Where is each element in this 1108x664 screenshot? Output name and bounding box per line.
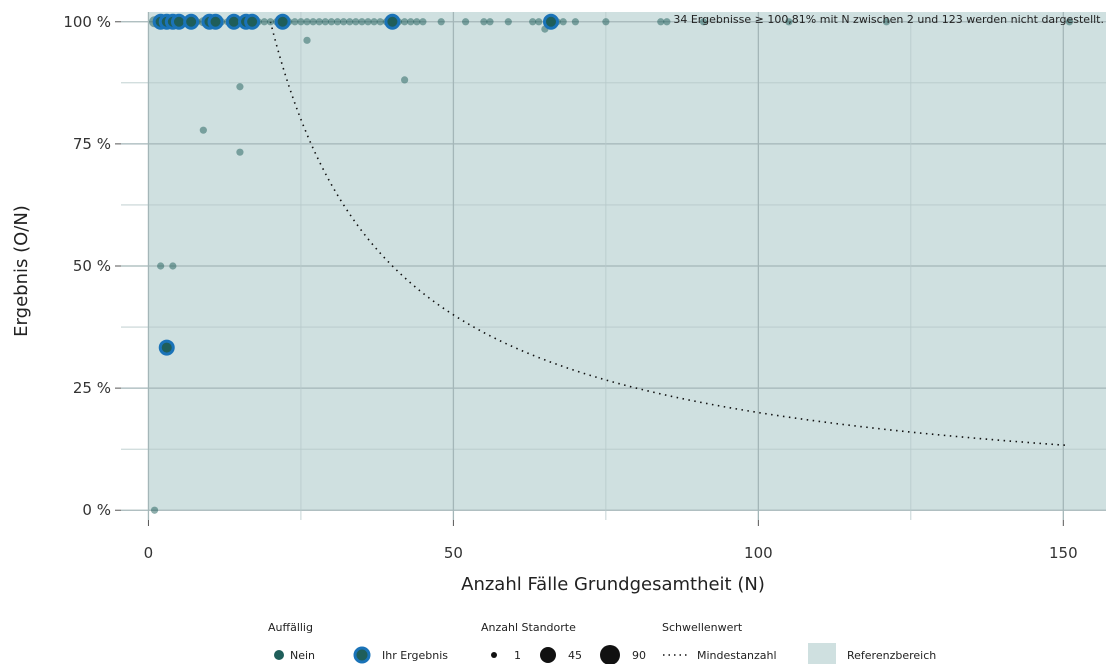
x-tick-label: 0	[144, 544, 154, 562]
legend-size-1	[491, 652, 497, 658]
legend-title-schwellenwert: Schwellenwert	[662, 621, 743, 634]
data-point-nein	[663, 18, 671, 26]
legend: Auffällig Nein Ihr Ergebnis Anzahl Stand…	[268, 621, 936, 664]
data-point-nein	[266, 18, 275, 26]
data-point-nein	[882, 18, 891, 26]
data-point-nein	[504, 18, 512, 26]
data-point-nein	[602, 18, 610, 26]
data-point-nein	[157, 262, 165, 270]
data-point-ihr-ergebnis	[274, 13, 291, 30]
y-tick-label: 50 %	[73, 257, 111, 275]
data-point-nein	[486, 18, 494, 26]
legend-label-referenzbereich: Referenzbereich	[847, 649, 936, 662]
data-point-ihr-ergebnis	[158, 339, 175, 356]
data-point-nein	[236, 83, 244, 91]
data-point-nein	[260, 18, 268, 26]
data-point-nein	[785, 18, 793, 26]
data-point-nein	[419, 18, 427, 26]
legend-size-45	[540, 647, 556, 663]
data-point-nein	[352, 18, 360, 26]
data-point-nein	[559, 18, 567, 26]
data-point-nein	[333, 18, 342, 26]
data-point-ihr-ergebnis	[384, 13, 401, 30]
data-point-nein	[370, 18, 378, 26]
data-point-nein	[1065, 18, 1074, 26]
x-tick-label: 100	[744, 544, 773, 562]
legend-label-mindestanzahl: Mindestanzahl	[697, 649, 777, 662]
data-point-nein	[169, 262, 177, 270]
legend-size-label-45: 45	[568, 649, 582, 662]
data-point-ihr-ergebnis	[542, 13, 559, 30]
y-axis-title: Ergebnis (O/N)	[11, 205, 32, 337]
x-axis-title: Anzahl Fälle Grundgesamtheit (N)	[461, 574, 765, 595]
axis-ticks: 0 % 25 % 50 % 75 % 100 % 0 50 100 150	[63, 13, 1077, 562]
legend-marker-ihr-ergebnis	[353, 646, 371, 664]
data-point-nein	[364, 18, 372, 26]
legend-title-anzahl-standorte: Anzahl Standorte	[481, 621, 576, 634]
y-tick-label: 100 %	[63, 13, 111, 31]
data-point-nein	[291, 18, 299, 26]
legend-size-label-90: 90	[632, 649, 646, 662]
data-point-nein	[327, 18, 336, 26]
data-point-ihr-ergebnis	[183, 13, 200, 30]
y-tick-label: 25 %	[73, 379, 111, 397]
data-point-nein	[529, 18, 537, 26]
x-tick-label: 150	[1049, 544, 1078, 562]
data-point-nein	[346, 18, 354, 26]
data-point-ihr-ergebnis	[244, 13, 261, 30]
x-tick-label: 50	[444, 544, 463, 562]
data-point-nein	[303, 18, 311, 26]
legend-size-90	[600, 645, 620, 664]
data-point-nein	[321, 18, 329, 26]
data-point-nein	[315, 18, 323, 26]
data-point-ihr-ergebnis	[207, 13, 224, 30]
data-point-nein	[150, 506, 159, 514]
data-point-nein	[401, 18, 409, 26]
data-point-nein	[437, 18, 445, 26]
data-point-nein	[303, 36, 311, 44]
legend-marker-nein	[274, 650, 284, 660]
data-point-nein	[699, 18, 708, 26]
data-point-nein	[571, 18, 579, 26]
legend-referenzbereich-swatch	[808, 643, 836, 664]
data-point-nein	[236, 148, 244, 156]
data-point-nein	[376, 18, 384, 26]
y-tick-label: 0 %	[82, 501, 111, 519]
data-point-nein	[461, 18, 470, 26]
data-points	[149, 13, 1074, 514]
legend-label-nein: Nein	[290, 649, 315, 662]
data-point-nein	[297, 18, 305, 26]
data-point-nein	[407, 18, 415, 26]
data-point-nein	[340, 18, 348, 26]
data-point-nein	[535, 18, 543, 26]
legend-label-ihr-ergebnis: Ihr Ergebnis	[382, 649, 448, 662]
data-point-nein	[199, 126, 207, 134]
data-point-nein	[309, 18, 317, 26]
legend-title-auffaellig: Auffällig	[268, 621, 313, 634]
chart-note: 34 Ergebnisse ≥ 100,81% mit N zwischen 2…	[673, 13, 1104, 26]
data-point-nein	[480, 18, 488, 26]
data-point-nein	[401, 76, 409, 84]
legend-size-label-1: 1	[514, 649, 521, 662]
data-point-nein	[358, 18, 366, 26]
y-tick-label: 75 %	[73, 135, 111, 153]
reference-area	[148, 12, 1107, 511]
data-point-nein	[413, 18, 421, 26]
data-point-nein	[657, 18, 665, 26]
